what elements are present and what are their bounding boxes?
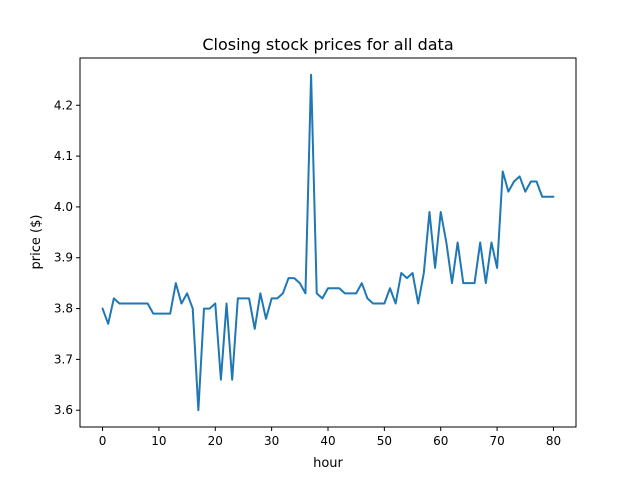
x-tick-label: 40 [320,434,335,448]
x-tick-label: 80 [546,434,561,448]
y-tick-label: 3.8 [54,302,73,316]
price-series-line [101,73,555,412]
y-tick-label: 4.1 [54,149,73,163]
plot-frame [79,57,577,428]
y-axis-label: price ($) [29,215,44,270]
plot-area [101,73,555,412]
x-tick-label: 30 [264,434,279,448]
x-tick-label: 0 [99,434,107,448]
x-tick-label: 50 [377,434,392,448]
x-axis-label: hour [313,456,343,471]
x-tick-label: 10 [151,434,166,448]
chart-title: Closing stock prices for all data [202,35,453,54]
y-tick-label: 3.6 [54,403,73,417]
y-tick-label: 3.7 [54,352,73,366]
y-tick-label: 4.0 [54,200,73,214]
x-tick-label: 60 [433,434,448,448]
y-tick-label: 4.2 [54,98,73,112]
y-axis: 3.6 3.7 3.8 3.9 4.0 4.1 4.2 [54,98,80,417]
y-tick-label: 3.9 [54,251,73,265]
x-axis: 0 10 20 30 40 50 60 70 80 [99,427,561,448]
x-tick-label: 20 [208,434,223,448]
x-tick-label: 70 [489,434,504,448]
